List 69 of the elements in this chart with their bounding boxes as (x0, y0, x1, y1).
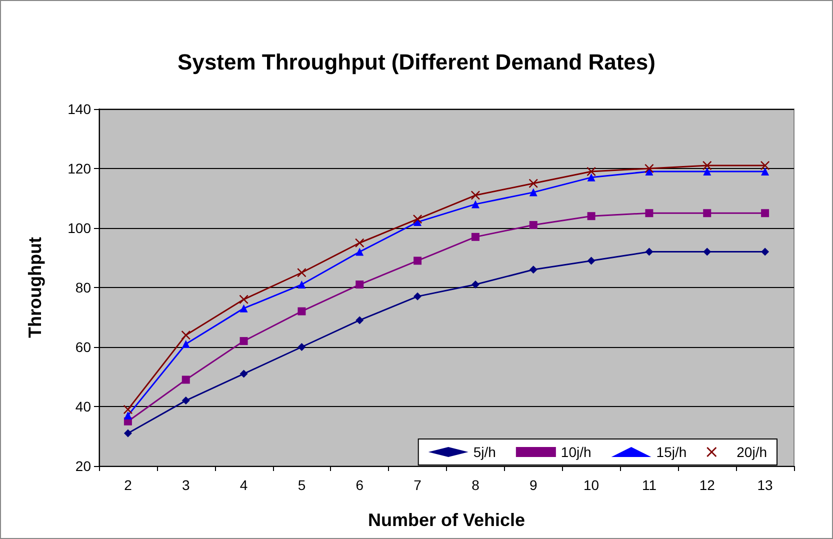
point (356, 280, 364, 289)
x-tick-label: 2 (124, 477, 132, 493)
point (471, 200, 480, 208)
point (702, 161, 712, 170)
x-tick-label: 8 (472, 477, 480, 493)
point (413, 214, 422, 224)
point (528, 178, 538, 188)
point (470, 190, 480, 200)
x-tick-label: 4 (240, 477, 248, 493)
point (239, 294, 248, 304)
point (529, 266, 538, 274)
point (471, 280, 480, 289)
x-tick-label: 10 (584, 477, 600, 493)
point (298, 280, 306, 289)
x-tick-label: 7 (414, 477, 422, 493)
point (240, 337, 248, 346)
point (471, 232, 480, 241)
y-tick-label: 20 (75, 458, 92, 474)
point (181, 330, 190, 340)
legend-label: 15j/h (656, 444, 687, 460)
point (703, 248, 712, 256)
point (703, 167, 712, 176)
point (414, 292, 422, 300)
point (586, 166, 596, 176)
point (124, 411, 132, 420)
x-tick-label: 12 (699, 477, 716, 493)
point (182, 376, 190, 384)
chart-title: System Throughput (Different Demand Rates) (178, 50, 656, 74)
y-tick-label: 60 (75, 339, 92, 355)
point (645, 209, 654, 218)
point (182, 396, 190, 405)
x-tick-label: 5 (298, 477, 306, 493)
x-axis-title: Number of Vehicle (368, 510, 526, 530)
point (124, 429, 132, 438)
point (298, 307, 306, 316)
y-tick-label: 100 (68, 220, 92, 236)
point (761, 209, 770, 218)
point (761, 167, 770, 176)
point (587, 173, 596, 182)
x-tick-label: 13 (757, 477, 774, 493)
point (240, 304, 248, 312)
x-tick-label: 6 (356, 477, 364, 493)
x-tick-label: 9 (529, 477, 538, 493)
x-tick-label: 3 (182, 477, 190, 493)
y-axis-title: Throughput (25, 237, 45, 338)
point (356, 248, 364, 256)
point (761, 248, 770, 256)
point (356, 316, 364, 324)
point (182, 340, 190, 348)
point (529, 188, 538, 196)
point (297, 268, 306, 278)
legend-label: 5j/h (473, 444, 496, 460)
point (355, 238, 364, 248)
legend-label: 10j/h (560, 444, 592, 460)
point (587, 212, 596, 220)
y-tick-label: 40 (75, 398, 92, 414)
point (645, 248, 654, 256)
y-tick-label: 80 (75, 280, 92, 296)
point (240, 370, 248, 378)
point (414, 256, 422, 265)
legend-label: 20j/h (736, 444, 767, 460)
y-tick-label: 140 (68, 101, 92, 117)
point (298, 343, 306, 351)
point (587, 256, 596, 265)
point (644, 164, 654, 173)
x-tick-label: 11 (642, 477, 657, 493)
point (529, 221, 538, 230)
y-tick-label: 120 (68, 160, 92, 176)
point (703, 209, 712, 218)
